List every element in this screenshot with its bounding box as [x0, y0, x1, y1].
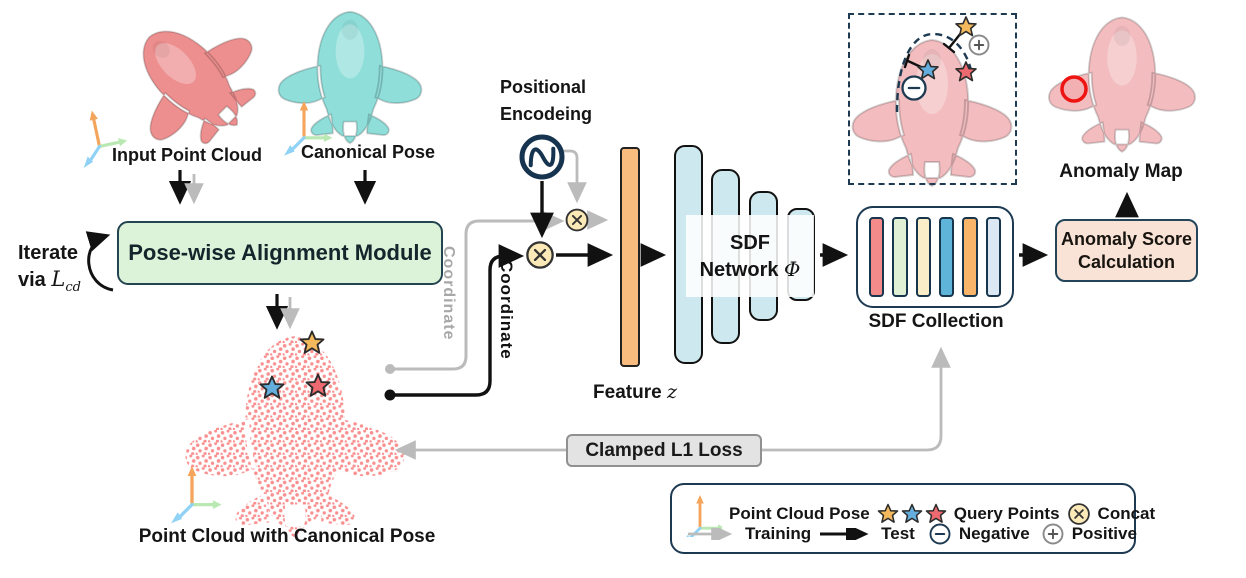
clamped-l1-loss-label: Clamped L1 Loss	[585, 439, 743, 461]
sdf-collection-bar	[985, 217, 1001, 297]
input-point-cloud-label: Input Point Cloud	[112, 145, 262, 165]
sdf-network-label-box: SDF Network Φ	[686, 215, 814, 297]
pose-alignment-module-box: Pose-wise Alignment Module	[117, 221, 443, 285]
sdf-collection-bars	[869, 217, 1001, 297]
legend-pose-label: Point Cloud Pose	[729, 504, 870, 523]
legend-concat-label: Concat	[1097, 504, 1156, 523]
coordinate-path-test	[391, 244, 525, 397]
iterate-via-word: via	[18, 269, 52, 291]
feature-symbol: z	[666, 381, 677, 403]
point-cloud-canonical-label: Point Cloud with Canonical Pose	[138, 526, 436, 547]
test-path-endpoint-dot	[384, 389, 396, 401]
anomaly-score-box: Anomaly Score Calculation	[1055, 219, 1198, 282]
legend-test-label: Test	[881, 524, 915, 543]
sine-wave-icon	[519, 134, 565, 180]
legend-positive-label: Positive	[1071, 524, 1137, 543]
loss-subscript: cd	[65, 280, 81, 295]
arrow-pe-to-concat-train	[561, 149, 587, 204]
positional-encoding-label: Positional Encodeing	[500, 74, 592, 128]
surface-dashed-arc	[895, 32, 973, 113]
feature-z-bar	[620, 147, 640, 367]
sdf-network-line1: SDF	[730, 231, 770, 254]
clamped-l1-loss-box: Clamped L1 Loss	[566, 434, 762, 467]
coordinate-path-training	[391, 210, 565, 371]
legend-query-label: Query Points	[953, 504, 1060, 523]
sdf-collection-bar	[938, 217, 955, 297]
legend-box: Point Cloud Pose Query Points Concat Tra…	[670, 483, 1155, 554]
anomaly-score-line2: Calculation	[1077, 251, 1175, 272]
sdf-collection-label: SDF Collection	[868, 311, 1004, 332]
anomaly-score-line1: Anomaly Score	[1060, 229, 1193, 249]
sdf-network-line2: Network Φ	[700, 256, 801, 283]
legend-negative-label: Negative	[958, 524, 1030, 543]
canonical-pose-image	[279, 12, 422, 143]
legend-row-2: Training Test Negative Positive	[686, 522, 1137, 546]
positional-encoding-line1: Positional	[500, 77, 587, 97]
anomaly-highlight-circle	[1060, 75, 1088, 103]
negative-legend-icon	[929, 523, 951, 545]
sdf-network-word: Network	[699, 258, 785, 281]
loss-symbol: L	[51, 267, 66, 291]
concat-node-training	[565, 208, 589, 232]
feature-word: Feature	[593, 382, 667, 403]
concat-node-test	[526, 241, 554, 269]
canonical-pose-label: Canonical Pose	[300, 142, 436, 162]
sdf-collection-bar	[869, 217, 885, 297]
pose-alignment-module-label: Pose-wise Alignment Module	[128, 240, 432, 265]
sdf-collection-bar	[915, 217, 931, 297]
loss-to-collection-line	[762, 346, 951, 452]
legend-row-1: Point Cloud Pose Query Points Concat	[684, 491, 1155, 537]
coordinate-label-test: Coordinate	[497, 260, 516, 360]
training-path-endpoint-dot	[385, 364, 395, 374]
sdf-network-phi: Φ	[784, 256, 801, 281]
anomaly-map-label: Anomaly Map	[1059, 161, 1183, 182]
feature-z-label: Feature z	[593, 381, 677, 404]
test-arrow-legend-icon	[820, 528, 869, 540]
coordinate-label-training: Coordinate	[440, 246, 457, 341]
flow-arrows	[85, 149, 1139, 460]
positional-encoding-line2: Encodeing	[500, 104, 593, 124]
legend-training-label: Training	[745, 524, 812, 543]
iterate-loop-arrow	[85, 231, 114, 292]
training-arrow-legend-icon	[688, 528, 733, 540]
sdf-collection-bar	[892, 217, 908, 297]
point-cloud-image	[185, 336, 405, 538]
positive-legend-icon	[1042, 523, 1064, 545]
sdf-collection-box	[856, 206, 1014, 308]
iterate-label: Iterate via Lcd	[18, 240, 81, 301]
sdf-collection-bar	[962, 217, 978, 297]
query-points-inset-box	[848, 13, 1017, 185]
iterate-word: Iterate	[18, 242, 79, 264]
